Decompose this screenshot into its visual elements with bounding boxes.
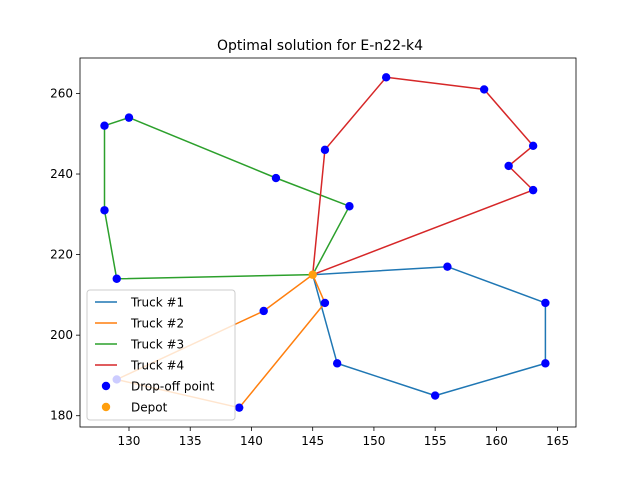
drop-off-point — [100, 121, 109, 130]
y-tick-label: 200 — [50, 328, 73, 342]
drop-off-point — [541, 298, 550, 308]
x-tick-label: 140 — [240, 434, 263, 448]
y-tick-label: 220 — [50, 248, 73, 262]
x-tick-label: 145 — [301, 434, 324, 448]
legend-swatch-depot — [101, 402, 111, 412]
x-tick-label: 155 — [424, 434, 447, 448]
drop-off-point — [443, 262, 452, 271]
drop-off-point — [381, 73, 391, 82]
legend-label-depot: Depot — [131, 401, 168, 415]
drop-off-point — [112, 274, 121, 283]
depot-point — [308, 270, 317, 279]
plot-frame — [79, 57, 577, 428]
route-line-truck-4 — [311, 76, 534, 276]
legend-label-drop-off: Drop-off point — [131, 380, 215, 394]
x-tick-label: 130 — [118, 434, 141, 448]
drop-off-point — [479, 85, 489, 94]
legend-label-truck-2: Truck #2 — [130, 317, 184, 331]
drop-off-point — [271, 173, 281, 183]
chart-title: Optimal solution for E-n22-k4 — [217, 38, 423, 54]
drop-off-point — [259, 306, 268, 316]
route-line-truck-3 — [103, 116, 351, 280]
drop-off-point — [124, 113, 134, 122]
drop-off-point — [528, 185, 538, 195]
legend-swatch-drop-off — [101, 381, 111, 391]
y-tick-label: 180 — [50, 409, 73, 423]
legend-box — [86, 289, 236, 421]
drop-off-point — [100, 206, 109, 215]
x-tick-label: 150 — [362, 434, 385, 448]
legend-label-truck-4: Truck #4 — [130, 359, 184, 373]
x-tick-label: 165 — [546, 434, 569, 448]
drop-off-point — [320, 145, 330, 155]
x-tick-label: 135 — [179, 434, 202, 448]
drop-off-point — [332, 359, 342, 368]
axes-layer: 130 135 140 145 150 155 160 165 180 200 220 240 260 — [50, 57, 577, 448]
x-tick-label: 160 — [485, 434, 508, 448]
y-tick-label: 260 — [50, 86, 73, 100]
y-tick-label: 240 — [50, 167, 73, 181]
drop-off-point — [430, 391, 440, 400]
drop-off-point — [541, 359, 550, 368]
drop-off-point — [320, 298, 330, 308]
legend-label-truck-3: Truck #3 — [130, 338, 184, 352]
drop-off-point — [504, 161, 513, 171]
legend-label-truck-1: Truck #1 — [130, 296, 184, 310]
drop-off-point — [345, 202, 354, 211]
drop-off-point — [235, 403, 244, 412]
legend: Truck #1 Truck #2 Truck #3 Truck #4 Drop-off… — [86, 289, 236, 421]
drop-off-point — [528, 141, 538, 151]
